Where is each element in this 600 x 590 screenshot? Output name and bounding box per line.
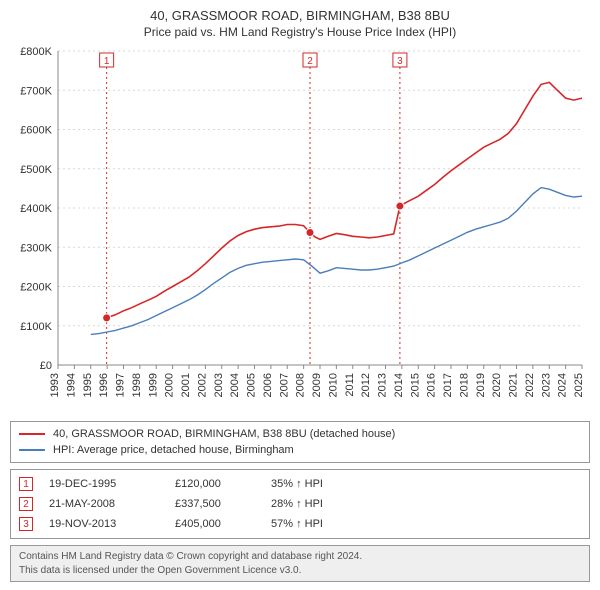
svg-text:1996: 1996 [98,373,110,397]
svg-text:2002: 2002 [196,373,208,397]
svg-text:1998: 1998 [131,373,143,397]
svg-text:£800K: £800K [20,46,52,58]
event-date: 19-NOV-2013 [49,518,159,530]
svg-text:2020: 2020 [491,373,503,397]
svg-text:2025: 2025 [573,373,585,397]
legend-swatch [19,433,45,435]
legend-item: HPI: Average price, detached house, Birm… [19,442,581,458]
event-row: 3 19-NOV-2013 £405,000 57% ↑ HPI [19,514,581,534]
svg-text:2016: 2016 [426,373,438,397]
svg-text:£100K: £100K [20,321,52,333]
svg-text:2010: 2010 [327,373,339,397]
svg-text:3: 3 [397,56,403,67]
event-number-box: 1 [19,477,33,491]
svg-text:2012: 2012 [360,373,372,397]
svg-text:£500K: £500K [20,164,52,176]
svg-text:2011: 2011 [344,373,356,397]
event-number-box: 2 [19,497,33,511]
svg-text:2014: 2014 [393,373,405,397]
legend: 40, GRASSMOOR ROAD, BIRMINGHAM, B38 8BU … [10,421,590,463]
svg-text:2004: 2004 [229,373,241,397]
svg-text:1: 1 [104,56,110,67]
event-price: £405,000 [175,518,255,530]
svg-text:1995: 1995 [82,373,94,397]
svg-text:£600K: £600K [20,125,52,137]
svg-text:2003: 2003 [213,373,225,397]
svg-text:2: 2 [307,56,313,67]
svg-text:2005: 2005 [246,373,258,397]
svg-text:2000: 2000 [164,373,176,397]
svg-text:2022: 2022 [524,373,536,397]
svg-text:2007: 2007 [278,373,290,397]
svg-text:2015: 2015 [409,373,421,397]
event-price: £120,000 [175,478,255,490]
footer-line-2: This data is licensed under the Open Gov… [19,564,581,578]
event-price: £337,500 [175,498,255,510]
page-title: 40, GRASSMOOR ROAD, BIRMINGHAM, B38 8BU [10,8,590,23]
svg-text:1993: 1993 [49,373,61,397]
svg-text:£0: £0 [40,360,52,372]
legend-label: HPI: Average price, detached house, Birm… [53,444,294,456]
svg-text:2008: 2008 [295,373,307,397]
event-row: 2 21-MAY-2008 £337,500 28% ↑ HPI [19,494,581,514]
svg-text:2018: 2018 [458,373,470,397]
events-table: 1 19-DEC-1995 £120,000 35% ↑ HPI 2 21-MAY-200… [10,469,590,539]
svg-text:2013: 2013 [377,373,389,397]
footer: Contains HM Land Registry data © Crown c… [10,545,590,582]
event-pct: 28% ↑ HPI [271,498,323,510]
svg-text:£200K: £200K [20,282,52,294]
svg-text:£400K: £400K [20,203,52,215]
svg-text:2024: 2024 [557,373,569,397]
price-chart: £0 £100K £200K £300K £400K £500K £600K £700K £80… [10,45,590,415]
legend-swatch [19,449,45,451]
svg-text:1994: 1994 [65,373,77,397]
event-number-box: 3 [19,517,33,531]
svg-text:1997: 1997 [115,373,127,397]
event-row: 1 19-DEC-1995 £120,000 35% ↑ HPI [19,474,581,494]
event-pct: 57% ↑ HPI [271,518,323,530]
svg-text:2017: 2017 [442,373,454,397]
event-date: 19-DEC-1995 [49,478,159,490]
svg-text:£700K: £700K [20,85,52,97]
svg-text:1999: 1999 [147,373,159,397]
footer-line-1: Contains HM Land Registry data © Crown c… [19,550,581,564]
svg-text:2009: 2009 [311,373,323,397]
event-pct: 35% ↑ HPI [271,478,323,490]
svg-text:2001: 2001 [180,373,192,397]
svg-text:2019: 2019 [475,373,487,397]
svg-text:£300K: £300K [20,242,52,254]
legend-item: 40, GRASSMOOR ROAD, BIRMINGHAM, B38 8BU … [19,426,581,442]
svg-text:2023: 2023 [540,373,552,397]
event-date: 21-MAY-2008 [49,498,159,510]
legend-label: 40, GRASSMOOR ROAD, BIRMINGHAM, B38 8BU … [53,428,395,440]
svg-text:2021: 2021 [508,373,520,397]
subtitle: Price paid vs. HM Land Registry's House … [10,25,590,39]
svg-text:2006: 2006 [262,373,274,397]
